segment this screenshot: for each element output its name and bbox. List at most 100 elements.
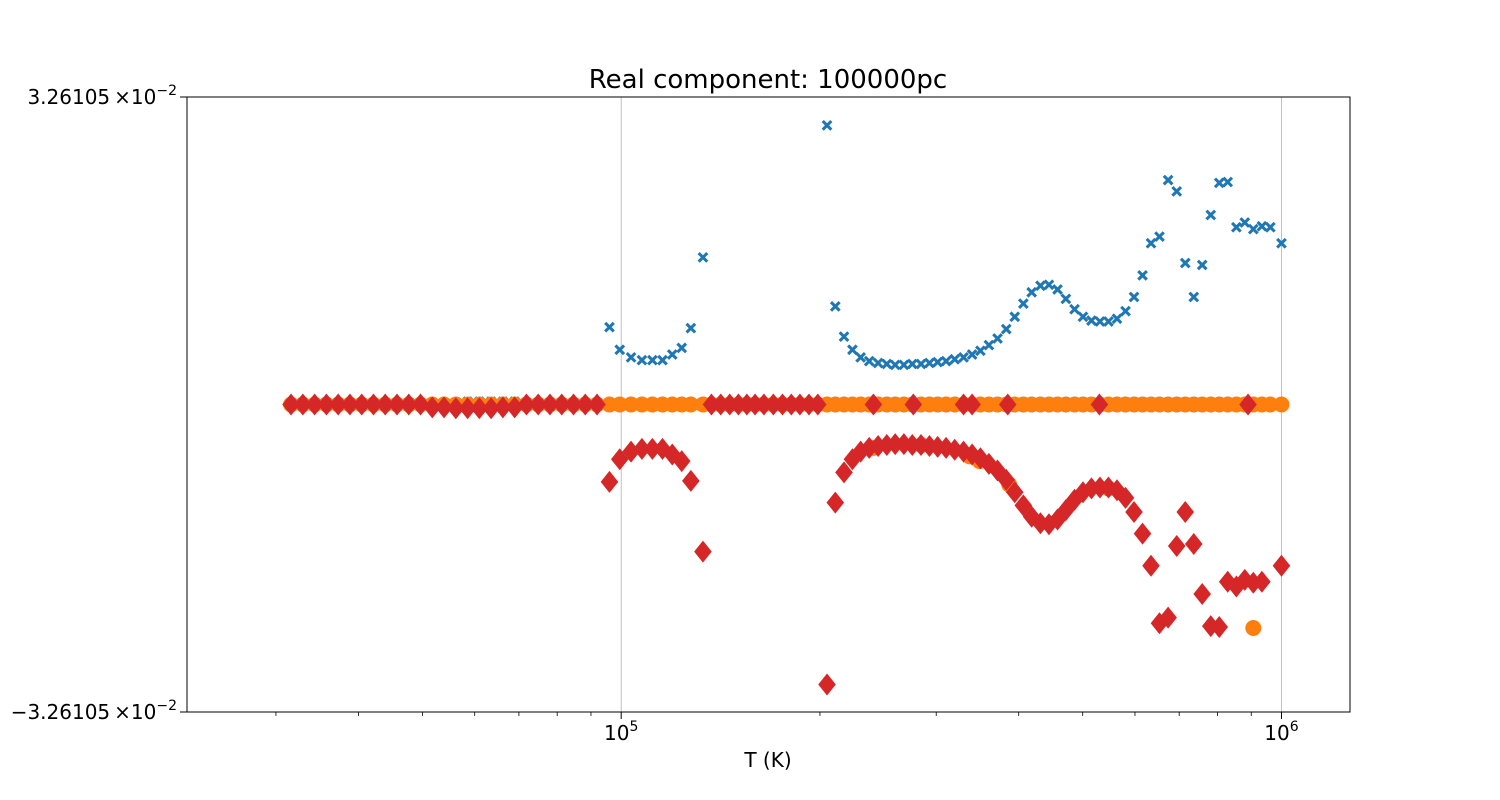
- data-point-diamond: [552, 393, 571, 416]
- data-point-x: [847, 344, 858, 356]
- data-point-diamond: [826, 491, 845, 514]
- data-point-x: [915, 358, 927, 370]
- data-point-x: [1145, 237, 1157, 249]
- data-point-diamond: [423, 396, 442, 419]
- data-point-diamond: [458, 397, 477, 420]
- data-point-diamond: [764, 393, 783, 416]
- data-point-x: [1000, 323, 1012, 335]
- data-point-diamond: [482, 397, 500, 420]
- data-point-diamond: [998, 393, 1017, 416]
- data-point-x: [1009, 311, 1021, 323]
- data-point-x: [685, 322, 697, 334]
- data-point-x: [1043, 279, 1055, 291]
- data-point-x: [1239, 217, 1251, 228]
- x-tick-label: 105: [604, 719, 638, 745]
- data-point-x: [1069, 303, 1080, 315]
- data-point-circle: [1262, 396, 1279, 413]
- data-point-diamond: [600, 470, 619, 493]
- data-point-diamond: [1142, 554, 1160, 577]
- data-point-x: [657, 354, 668, 366]
- data-point-x: [932, 356, 944, 368]
- data-point-diamond: [1193, 583, 1211, 606]
- data-point-diamond: [399, 393, 418, 416]
- data-point-x: [855, 351, 867, 363]
- data-point-x: [1035, 280, 1046, 292]
- data-point-diamond: [305, 393, 324, 416]
- data-point-diamond: [702, 393, 721, 416]
- data-point-x: [1264, 221, 1276, 233]
- series-2: [282, 393, 1291, 696]
- data-point-x: [940, 355, 952, 367]
- data-point-x: [1154, 231, 1165, 243]
- data-point-diamond: [470, 397, 489, 420]
- data-point-x: [1230, 221, 1242, 233]
- data-point-diamond: [1133, 522, 1152, 545]
- data-point-x: [1103, 316, 1114, 327]
- data-point-circle: [1273, 396, 1290, 413]
- data-point-diamond: [447, 397, 465, 420]
- data-point-x: [1213, 177, 1225, 189]
- data-point-x: [863, 355, 875, 367]
- data-point-diamond: [1116, 486, 1135, 509]
- data-point-x: [975, 345, 986, 357]
- data-point-x: [1060, 293, 1072, 305]
- data-point-x: [1188, 291, 1200, 303]
- data-point-diamond: [541, 393, 559, 416]
- data-point-x: [898, 359, 910, 371]
- data-point-diamond: [711, 393, 730, 416]
- data-point-diamond: [860, 436, 879, 459]
- data-point-x: [924, 357, 935, 369]
- data-point-diamond: [576, 393, 595, 416]
- data-point-x: [966, 349, 978, 360]
- data-point-diamond: [1239, 393, 1257, 416]
- data-point-x: [1137, 269, 1148, 281]
- data-point-x: [992, 333, 1003, 344]
- data-point-diamond: [1167, 534, 1186, 557]
- data-point-x: [1094, 316, 1106, 327]
- data-point-diamond: [1090, 393, 1109, 416]
- data-point-diamond: [1159, 606, 1177, 629]
- data-point-circle: [682, 396, 699, 413]
- data-point-diamond: [1253, 570, 1271, 593]
- data-point-diamond: [1210, 616, 1229, 639]
- data-point-diamond: [663, 443, 682, 466]
- data-point-diamond: [517, 393, 536, 416]
- y-tick-label: −3.26105 ×10−2: [11, 698, 177, 724]
- data-point-diamond: [912, 434, 930, 457]
- points-layer: [282, 120, 1291, 696]
- data-point-x: [1086, 315, 1097, 326]
- data-point-x: [821, 120, 833, 131]
- data-point-x: [1196, 259, 1208, 271]
- data-point-diamond: [791, 393, 809, 416]
- data-point-x: [697, 252, 709, 263]
- data-point-diamond: [1184, 533, 1203, 556]
- y-tick-label: 3.26105 ×10−2: [27, 83, 177, 109]
- data-point-diamond: [682, 469, 700, 492]
- data-point-diamond: [411, 393, 430, 416]
- data-point-diamond: [773, 393, 792, 416]
- data-point-diamond: [963, 393, 981, 416]
- data-point-x: [1179, 257, 1191, 269]
- plot-frame: [186, 96, 1351, 713]
- data-point-diamond: [746, 393, 764, 416]
- data-point-x: [1222, 176, 1234, 188]
- data-point-circle: [1245, 619, 1262, 636]
- data-point-diamond: [672, 450, 691, 473]
- data-point-diamond: [997, 468, 1016, 491]
- data-point-x: [614, 344, 626, 356]
- data-point-x: [872, 357, 884, 369]
- data-point-x: [1077, 311, 1089, 323]
- data-point-diamond: [352, 393, 371, 416]
- data-point-x: [1205, 209, 1217, 221]
- data-point-diamond: [341, 393, 359, 416]
- data-point-diamond: [1272, 554, 1291, 577]
- data-point-x: [1017, 298, 1029, 309]
- data-point-x: [1247, 223, 1259, 235]
- data-point-x: [666, 349, 678, 360]
- data-point-x: [636, 354, 648, 366]
- data-point-diamond: [388, 393, 406, 416]
- data-point-x: [881, 358, 893, 370]
- data-point-x: [625, 351, 637, 363]
- data-point-x: [1162, 174, 1174, 186]
